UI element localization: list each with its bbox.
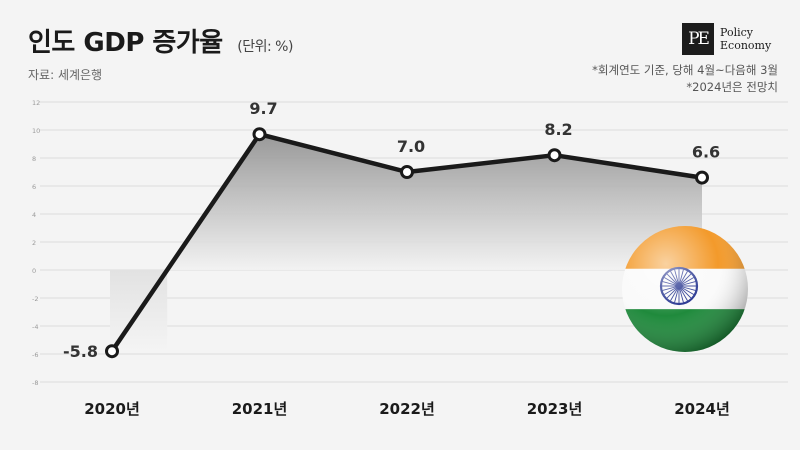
y-tick-label: 0 [32,267,36,275]
y-tick-label: 6 [32,183,36,191]
x-tick-label: 2024년 [674,400,730,418]
data-label-2: 7.0 [397,137,425,156]
data-label-3: 8.2 [544,120,572,139]
india-flag-badge-icon [622,226,748,352]
footnote-1: *회계연도 기준, 당해 4월~다음해 3월 [592,63,778,77]
data-point-3 [547,148,562,163]
logo-mark: PE [682,23,714,55]
logo-line-1: Policy [720,26,753,39]
data-point-1 [252,127,267,142]
logo-text: Policy Economy [720,26,771,52]
chart-title: 인도 GDP 증가율 (단위: %) [28,22,293,59]
x-tick-label: 2022년 [379,400,435,418]
data-labels-layer: -5.8 9.7 7.0 8.2 6.6 [63,99,720,361]
y-tick-label: 8 [32,155,36,163]
x-axis-ticks: 2020년 2021년 2022년 2023년 2024년 [84,400,730,418]
x-tick-label: 2021년 [232,400,288,418]
footnote-2: *2024년은 전망치 [686,80,778,94]
x-tick-label: 2020년 [84,400,140,418]
data-points-layer [105,127,709,359]
unit-label: (단위: %) [237,39,293,55]
area-fill [167,134,702,270]
y-tick-label: 2 [32,239,36,247]
y-tick-label: -6 [32,351,38,359]
y-tick-label: -2 [32,295,38,303]
data-label-1: 9.7 [249,99,277,118]
y-tick-label: 4 [32,211,36,219]
y-tick-label: -8 [32,379,38,387]
y-axis-ticks: 12 10 8 6 4 2 0 -2 -4 -6 -8 [32,99,40,387]
chart-header: 인도 GDP 증가율 (단위: %) 자료: 세계은행 PE Policy Ec… [0,0,800,100]
logo-line-2: Economy [720,39,772,52]
data-label-0: -5.8 [63,342,98,361]
y-tick-label: -4 [32,323,38,331]
y-tick-label: 12 [32,99,40,107]
title-text: 인도 GDP 증가율 [28,28,223,58]
source-label: 자료: 세계은행 [28,68,103,82]
flag-sphere-shading [622,226,748,352]
data-label-4: 6.6 [692,143,720,162]
y-tick-label: 10 [32,127,40,135]
data-point-4 [695,170,709,185]
policy-economy-logo: PE Policy Economy [682,22,771,56]
data-point-0 [105,344,119,359]
data-point-2 [400,165,414,179]
footnotes: *회계연도 기준, 당해 4월~다음해 3월 *2024년은 전망치 [592,62,778,96]
x-tick-label: 2023년 [527,400,583,418]
